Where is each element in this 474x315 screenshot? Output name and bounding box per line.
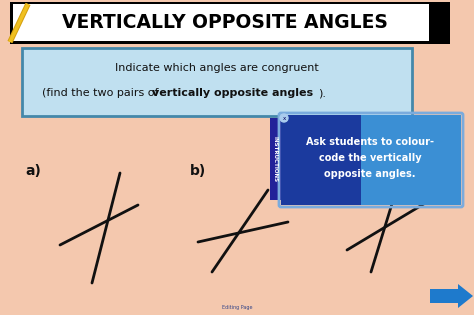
Text: a): a) xyxy=(25,164,41,178)
FancyBboxPatch shape xyxy=(430,289,458,303)
Text: vertically opposite angles: vertically opposite angles xyxy=(152,88,313,98)
FancyBboxPatch shape xyxy=(22,48,412,116)
Text: Editing Page: Editing Page xyxy=(222,306,252,311)
Text: VERTICALLY OPPOSITE ANGLES: VERTICALLY OPPOSITE ANGLES xyxy=(62,14,388,32)
Text: INSTRUCTIONS: INSTRUCTIONS xyxy=(273,136,278,182)
FancyBboxPatch shape xyxy=(361,115,461,205)
Text: ).: ). xyxy=(318,88,326,98)
FancyBboxPatch shape xyxy=(10,2,450,44)
FancyBboxPatch shape xyxy=(281,115,361,205)
Text: Indicate which angles are congruent: Indicate which angles are congruent xyxy=(115,63,319,73)
Polygon shape xyxy=(458,284,473,308)
FancyBboxPatch shape xyxy=(13,4,429,41)
Text: (find the two pairs of: (find the two pairs of xyxy=(42,88,162,98)
Text: b): b) xyxy=(190,164,206,178)
Text: Ask students to colour-
code the vertically
opposite angles.: Ask students to colour- code the vertica… xyxy=(306,137,434,179)
Circle shape xyxy=(280,114,288,122)
Text: x: x xyxy=(283,116,286,121)
FancyBboxPatch shape xyxy=(270,118,281,200)
